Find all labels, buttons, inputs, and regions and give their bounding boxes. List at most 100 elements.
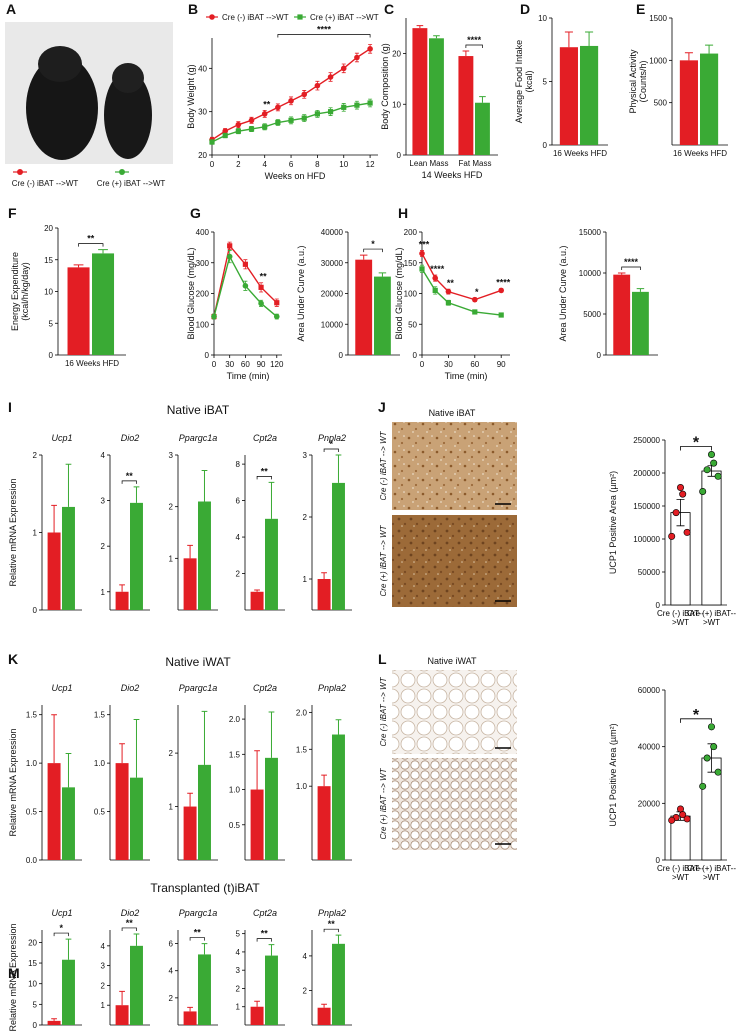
significance-bracket — [256, 938, 272, 942]
y-tick-label: 40000 — [321, 228, 344, 237]
significance-bracket — [680, 718, 712, 723]
y-tick-label: 20000 — [321, 290, 344, 299]
marker — [222, 128, 228, 134]
significance-bracket — [121, 480, 137, 484]
y-tick-label: 2 — [236, 570, 241, 579]
significance-bracket — [465, 44, 483, 48]
error-bar — [684, 52, 693, 61]
significance: * — [693, 435, 700, 452]
y-tick-label: 10 — [392, 100, 401, 109]
y-tick-label: 300 — [196, 259, 210, 268]
marker — [472, 309, 478, 315]
y-axis-label: Average Food Intake — [514, 40, 524, 123]
chart-title: Pnpla2 — [318, 908, 346, 918]
significance-bracket — [78, 243, 104, 247]
y-tick-label: 3 — [101, 497, 106, 506]
marker — [432, 287, 438, 294]
chart-title: Pnpla2 — [318, 683, 346, 693]
y-tick-label: 10 — [44, 288, 53, 297]
y-axis-label: Relative mRNA Expression — [8, 728, 18, 836]
bar — [130, 777, 143, 860]
y-tick-label: 2 — [101, 542, 106, 551]
significance: ** — [447, 278, 455, 288]
marker — [288, 98, 294, 104]
y-tick-label: 0.5 — [229, 821, 241, 830]
bar — [679, 60, 698, 146]
significance: ** — [260, 272, 268, 282]
y-tick-label: 15000 — [579, 228, 602, 237]
x-tick-label: Fat Mass — [459, 159, 492, 168]
significance: ** — [126, 471, 134, 481]
y-tick-label: 2 — [169, 503, 174, 512]
micrograph — [392, 670, 517, 754]
bar — [613, 274, 631, 355]
marker — [261, 111, 268, 117]
data-point — [710, 743, 718, 751]
y-tick-label: 15 — [44, 256, 53, 265]
error-bar — [254, 1000, 260, 1007]
significance: ** — [126, 918, 134, 928]
data-point — [683, 815, 691, 823]
significance: **** — [467, 35, 482, 45]
error-bar — [321, 572, 327, 579]
y-tick-label: 1 — [33, 529, 38, 538]
x-axis-label: Weeks on HFD — [265, 171, 326, 181]
error-bar — [65, 752, 72, 788]
x-axis-label: Time (min) — [445, 371, 488, 381]
y-tick-label: 20000 — [638, 799, 661, 808]
y-tick-label: 40 — [198, 64, 207, 73]
error-bar — [335, 454, 342, 483]
x-tick-label: 0 — [212, 360, 217, 369]
bar — [62, 787, 75, 860]
marker — [226, 253, 233, 260]
marker — [445, 288, 452, 295]
y-tick-label: 5000 — [583, 310, 601, 319]
x-tick-label: 90 — [497, 360, 506, 369]
error-bar — [98, 249, 108, 254]
significance-bracket — [277, 34, 371, 38]
mouse — [104, 71, 152, 159]
bar — [130, 945, 143, 1025]
y-tick-label: 1 — [236, 1003, 241, 1012]
bar — [183, 1011, 197, 1025]
error-bar — [201, 710, 208, 765]
error-bar — [416, 25, 424, 29]
y-tick-label: 2.0 — [296, 708, 308, 717]
y-axis-label: Blood Glucose (mg/dL) — [394, 247, 404, 339]
marker — [301, 115, 307, 121]
x-tick-label: Cre (+) iBAT-->WT — [687, 609, 736, 627]
marker — [301, 91, 308, 98]
data-point — [668, 816, 676, 824]
marker — [275, 104, 281, 111]
bar — [580, 45, 599, 145]
error-bar — [321, 774, 327, 787]
panel-letter: L — [378, 651, 387, 667]
x-tick-label-box: Cre (-) iBAT-->WT — [657, 609, 704, 627]
data-point — [699, 782, 707, 790]
marker — [235, 121, 242, 128]
error-bar — [73, 264, 84, 268]
y-tick-label: 5 — [33, 1000, 38, 1009]
x-tick-label: 0 — [210, 160, 215, 169]
significance: ** — [87, 234, 95, 244]
y-tick-label: 100 — [196, 320, 210, 329]
error-bar — [433, 35, 440, 39]
bar — [115, 591, 129, 610]
bar — [115, 1005, 129, 1025]
error-bar — [187, 544, 193, 559]
bar — [198, 954, 211, 1025]
y-tick-label: 200 — [404, 228, 418, 237]
data-point — [707, 723, 715, 731]
marker — [248, 126, 255, 132]
y-tick-label: 20 — [198, 151, 207, 160]
y-tick-label: 60000 — [638, 686, 661, 695]
y-tick-label: 10000 — [321, 320, 344, 329]
marker — [354, 102, 360, 108]
error-bar — [254, 589, 260, 592]
y-tick-label: 2 — [33, 451, 38, 460]
y-tick-label: 0 — [413, 351, 418, 360]
y-axis-label: Blood Glucose (mg/dL) — [186, 247, 196, 339]
error-bar — [254, 750, 260, 790]
significance-bracket — [323, 928, 339, 933]
y-tick-label: 5 — [49, 319, 54, 328]
